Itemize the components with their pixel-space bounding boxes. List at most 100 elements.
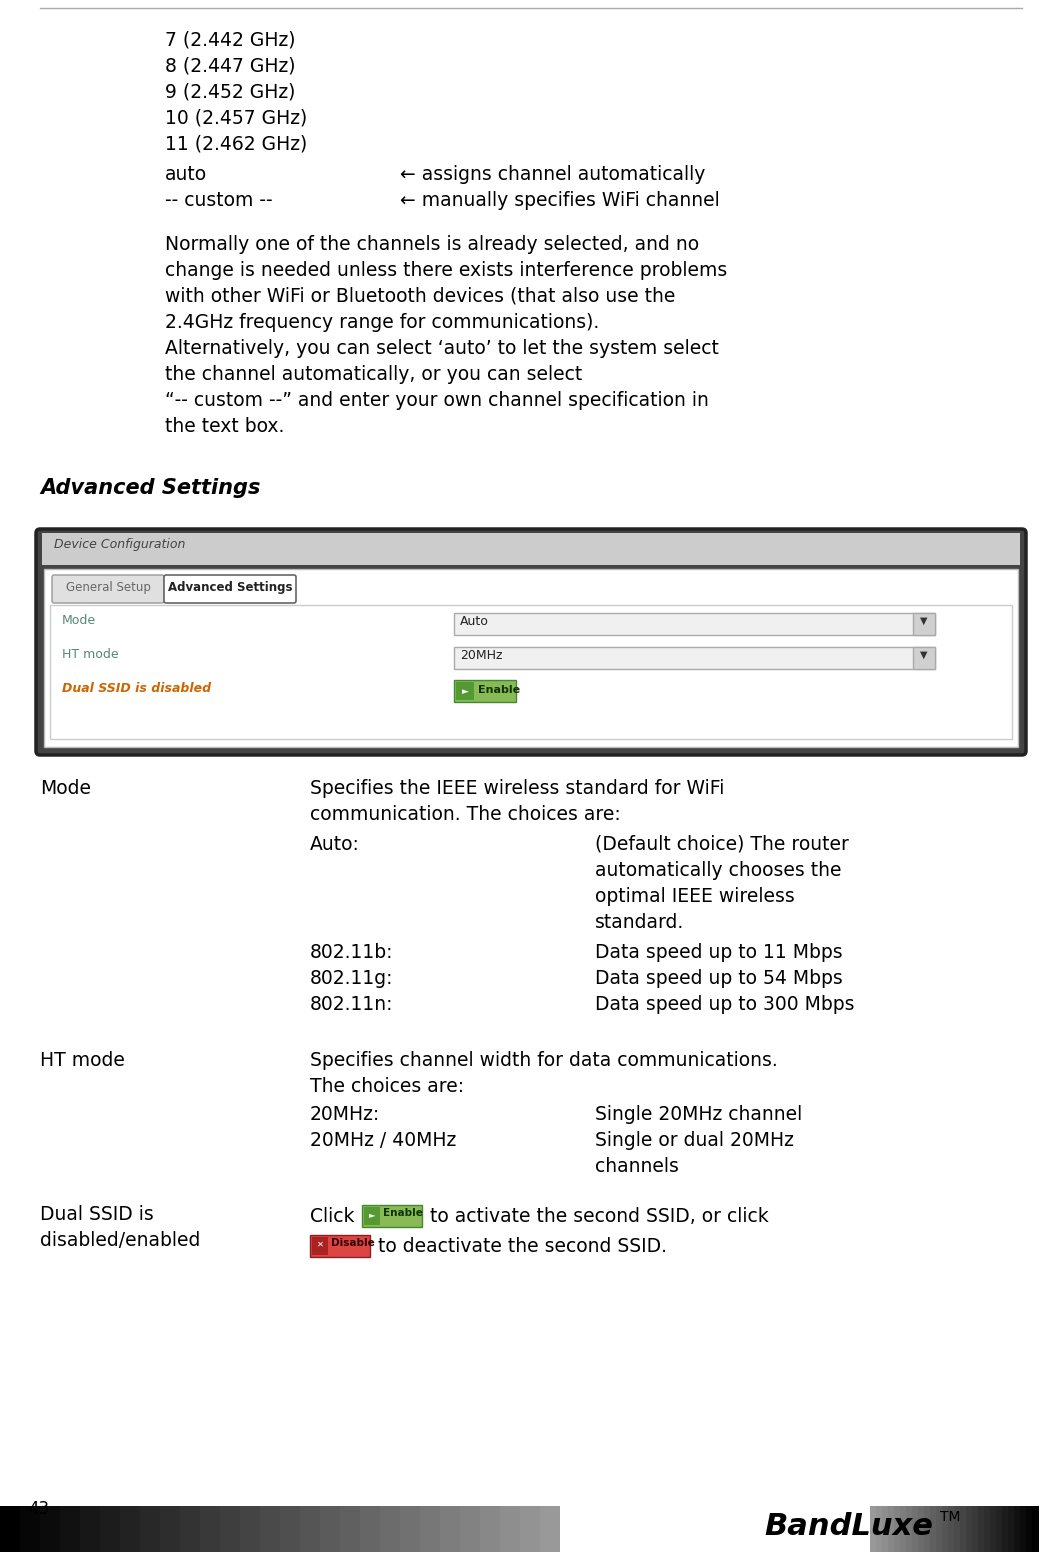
Bar [942, 1505, 949, 1552]
Bar [44, 570, 1018, 747]
Text: Advanced Settings: Advanced Settings [168, 580, 292, 594]
Text: General Setup: General Setup [66, 580, 151, 594]
Bar [280, 1505, 299, 1552]
Bar [220, 1505, 240, 1552]
Bar [1008, 1505, 1015, 1552]
Bar [310, 1235, 370, 1257]
Bar [1020, 1505, 1027, 1552]
Bar [948, 1505, 955, 1552]
Text: Dual SSID is disabled: Dual SSID is disabled [62, 681, 211, 695]
Text: 43: 43 [28, 1499, 49, 1518]
Bar [42, 532, 1020, 565]
Text: 802.11g:: 802.11g: [310, 968, 394, 989]
Text: Single or dual 20MHz: Single or dual 20MHz [595, 1131, 794, 1150]
Bar [240, 1505, 260, 1552]
Bar [20, 1505, 40, 1552]
Bar [876, 1505, 883, 1552]
FancyBboxPatch shape [52, 574, 164, 604]
Bar [100, 1505, 120, 1552]
Bar [930, 1505, 937, 1552]
Bar [972, 1505, 979, 1552]
Bar [906, 1505, 913, 1552]
Text: to activate the second SSID, or click: to activate the second SSID, or click [430, 1207, 769, 1226]
Bar [990, 1505, 997, 1552]
Text: “-- custom --” and enter your own channel specification in: “-- custom --” and enter your own channe… [165, 391, 708, 410]
Bar [966, 1505, 973, 1552]
Bar [978, 1505, 984, 1552]
Bar [40, 1505, 59, 1552]
Bar [913, 613, 935, 635]
Bar [883, 1505, 889, 1552]
Bar [453, 613, 935, 635]
Bar [453, 680, 516, 702]
Bar [1014, 1505, 1021, 1552]
Bar [960, 1505, 967, 1552]
Text: -- custom --: -- custom -- [165, 191, 273, 210]
Bar [200, 1505, 220, 1552]
Bar [380, 1505, 400, 1552]
Text: Auto:: Auto: [310, 835, 360, 854]
Text: Disable: Disable [331, 1238, 375, 1248]
Bar [456, 681, 474, 700]
Text: Data speed up to 300 Mbps: Data speed up to 300 Mbps [595, 995, 855, 1013]
Text: ►: ► [462, 688, 468, 695]
Bar [453, 647, 935, 669]
Text: BandLuxe: BandLuxe [765, 1512, 933, 1541]
Bar [539, 1505, 560, 1552]
Text: Device Configuration: Device Configuration [54, 539, 186, 551]
Bar [140, 1505, 160, 1552]
Text: 7 (2.442 GHz): 7 (2.442 GHz) [165, 29, 295, 50]
Text: 8 (2.447 GHz): 8 (2.447 GHz) [165, 56, 295, 74]
Text: Advanced Settings: Advanced Settings [40, 478, 260, 498]
Bar [299, 1505, 320, 1552]
Bar [340, 1505, 360, 1552]
Bar [954, 1505, 961, 1552]
Text: Click: Click [310, 1207, 355, 1226]
Text: ← assigns channel automatically: ← assigns channel automatically [400, 165, 705, 185]
Bar [913, 647, 935, 669]
Bar [440, 1505, 460, 1552]
Text: ▼: ▼ [921, 616, 928, 625]
Bar [1032, 1505, 1039, 1552]
Text: Data speed up to 54 Mbps: Data speed up to 54 Mbps [595, 968, 843, 989]
Text: Specifies the IEEE wireless standard for WiFi: Specifies the IEEE wireless standard for… [310, 779, 724, 798]
Text: Enable: Enable [383, 1207, 423, 1218]
Bar [924, 1505, 931, 1552]
Bar [1026, 1505, 1033, 1552]
FancyBboxPatch shape [36, 529, 1026, 754]
Bar [160, 1505, 179, 1552]
Text: 2.4GHz frequency range for communications).: 2.4GHz frequency range for communication… [165, 314, 599, 332]
Bar [918, 1505, 925, 1552]
Text: ►: ► [369, 1211, 375, 1218]
Text: disabled/enabled: disabled/enabled [40, 1231, 201, 1249]
Text: ✕: ✕ [316, 1240, 324, 1249]
Bar [80, 1505, 100, 1552]
Bar [480, 1505, 500, 1552]
Text: automatically chooses the: automatically chooses the [595, 861, 841, 880]
Text: optimal IEEE wireless: optimal IEEE wireless [595, 888, 794, 906]
Bar [0, 1505, 20, 1552]
Bar [894, 1505, 901, 1552]
Text: The choices are:: The choices are: [310, 1077, 464, 1096]
Text: ← manually specifies WiFi channel: ← manually specifies WiFi channel [400, 191, 720, 210]
Bar [900, 1505, 907, 1552]
Text: communication. The choices are:: communication. The choices are: [310, 805, 621, 824]
Text: TM: TM [940, 1510, 960, 1524]
Text: 20MHz: 20MHz [460, 649, 502, 663]
Text: Data speed up to 11 Mbps: Data speed up to 11 Mbps [595, 944, 842, 962]
Text: 20MHz / 40MHz: 20MHz / 40MHz [310, 1131, 457, 1150]
Bar [400, 1505, 419, 1552]
Text: Normally one of the channels is already selected, and no: Normally one of the channels is already … [165, 234, 699, 255]
Text: channels: channels [595, 1156, 679, 1176]
Bar [912, 1505, 919, 1552]
Text: 802.11b:: 802.11b: [310, 944, 394, 962]
Text: Mode: Mode [62, 615, 97, 627]
Text: Enable: Enable [478, 684, 520, 695]
Bar [870, 1505, 877, 1552]
Bar [364, 1207, 380, 1225]
Text: with other WiFi or Bluetooth devices (that also use the: with other WiFi or Bluetooth devices (th… [165, 287, 675, 306]
Text: HT mode: HT mode [40, 1051, 125, 1069]
Text: standard.: standard. [595, 913, 684, 933]
Text: to deactivate the second SSID.: to deactivate the second SSID. [378, 1237, 667, 1256]
Bar [360, 1505, 380, 1552]
